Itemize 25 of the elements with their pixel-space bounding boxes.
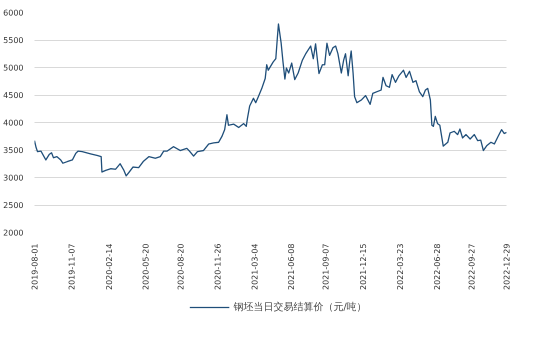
x-tick-label: 2022-09-27: [467, 243, 476, 290]
x-tick-label: 2022-03-23: [396, 243, 406, 290]
x-tick-label: 2019-08-01: [30, 243, 40, 290]
y-tick-label: 3000: [3, 174, 24, 182]
x-tick-label: 2021-06-08: [286, 243, 296, 290]
x-tick-label: 2019-11-07: [68, 243, 77, 290]
y-tick-label: 6000: [3, 8, 24, 18]
y-tick-label: 5000: [3, 64, 24, 72]
line-series: [34, 23, 506, 176]
x-tick-label: 2021-12-15: [358, 243, 368, 290]
x-tick-label: 2021-09-07: [321, 243, 330, 290]
x-tick-label: 2020-08-20: [176, 243, 186, 290]
x-tick-label: 2020-05-20: [141, 243, 150, 290]
y-tick-label: 5500: [3, 36, 24, 45]
y-tick-label: 4000: [3, 118, 24, 128]
y-tick-label: 2500: [3, 201, 24, 210]
y-tick-label: 3500: [3, 146, 24, 155]
x-tick-label: 2022-06-28: [432, 243, 442, 290]
x-tick-label: 2020-02-14: [105, 243, 114, 290]
y-tick-label: 2000: [3, 228, 24, 238]
y-tick-label: 4500: [3, 91, 24, 100]
x-tick-label: 2021-03-04: [250, 243, 260, 290]
x-tick-label: 2022-12-29: [502, 243, 512, 290]
x-tick-label: 2020-11-26: [213, 243, 222, 290]
legend-label: 钢坯当日交易结算价（元/吨）: [233, 300, 367, 314]
